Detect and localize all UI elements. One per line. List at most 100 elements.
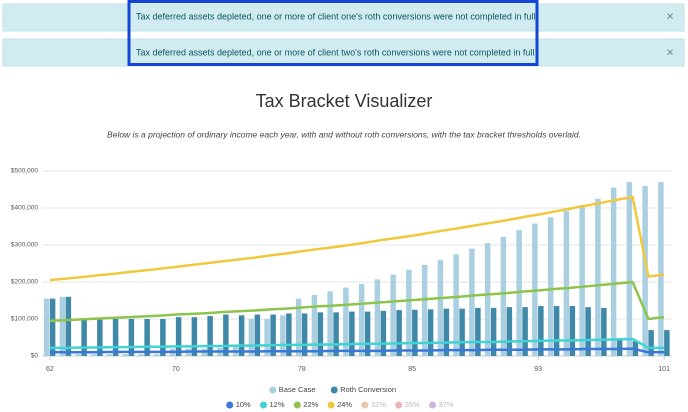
x-tick-label: 85	[408, 366, 416, 373]
bar	[349, 311, 355, 356]
bar	[286, 313, 292, 356]
bar	[484, 243, 491, 356]
bar	[160, 319, 166, 356]
legend-label: 22%	[303, 400, 318, 409]
bar	[364, 311, 371, 356]
bar	[390, 274, 396, 356]
bracket-line	[49, 337, 665, 350]
legend-item[interactable]: Base Case	[269, 385, 315, 394]
bar	[648, 330, 654, 356]
bar	[421, 264, 428, 356]
y-tick-label: $400,000	[11, 205, 38, 212]
bar	[579, 205, 585, 356]
legend-label: 10%	[236, 400, 251, 409]
alert-dismiss[interactable]: ×	[666, 8, 674, 23]
legend-item[interactable]: Roth Conversion	[330, 385, 396, 394]
bar	[343, 287, 349, 356]
alert-text: Tax deferred assets depleted, one or mor…	[136, 47, 534, 57]
bar	[238, 315, 245, 356]
bar	[327, 291, 333, 356]
y-tick-label: $300,000	[11, 242, 38, 249]
bar	[569, 306, 576, 356]
bar	[97, 319, 103, 356]
legend-item[interactable]: 24%	[327, 400, 353, 409]
legend-label: Base Case	[279, 385, 316, 394]
bar	[191, 317, 198, 356]
bar	[112, 319, 119, 356]
bar	[295, 298, 302, 356]
bar	[264, 319, 270, 356]
bar	[374, 279, 381, 356]
alert-text: Tax deferred assets depleted, one or mor…	[136, 11, 535, 21]
bar	[601, 307, 607, 356]
bar	[301, 313, 308, 356]
bar	[459, 308, 465, 356]
legend-swatch	[269, 386, 277, 394]
legend-swatch	[361, 401, 369, 409]
bar	[563, 210, 570, 356]
bar	[506, 307, 513, 356]
bar	[595, 198, 601, 356]
y-tick-label: $500,000	[11, 168, 38, 175]
alert-dismiss[interactable]: ×	[666, 44, 674, 59]
bar	[311, 294, 318, 356]
bar	[538, 306, 544, 356]
bar	[175, 317, 182, 356]
bar	[154, 354, 160, 356]
x-tick-label: 93	[534, 366, 542, 373]
bar	[122, 354, 129, 356]
chart-subtitle: Below is a projection of ordinary income…	[107, 129, 581, 139]
legend-swatch	[330, 386, 338, 394]
bar	[128, 319, 135, 356]
bar	[138, 354, 144, 356]
bar	[223, 314, 229, 356]
legend-label: 37%	[439, 400, 454, 409]
x-tick-label: 78	[298, 366, 306, 373]
bar	[280, 315, 286, 356]
legend-item[interactable]: 12%	[260, 400, 285, 409]
bar	[610, 187, 617, 356]
legend-item[interactable]: 37%	[429, 400, 454, 409]
bar	[59, 296, 66, 356]
bar	[490, 307, 497, 356]
legend-label: 32%	[371, 400, 386, 409]
legend-label: 24%	[337, 400, 352, 409]
bar	[144, 319, 150, 356]
bar	[658, 182, 664, 356]
legend-item[interactable]: 10%	[226, 400, 251, 409]
bar	[626, 182, 633, 356]
bracket-line	[49, 347, 665, 354]
bar	[333, 312, 339, 356]
legend-item[interactable]: 22%	[293, 400, 319, 409]
bracket-line	[49, 280, 665, 323]
bar	[65, 296, 72, 356]
bar	[106, 354, 113, 356]
legend-item[interactable]: 32%	[361, 400, 386, 409]
x-tick-label: 70	[172, 366, 180, 373]
bar	[469, 248, 475, 356]
bar	[248, 319, 255, 356]
y-tick-label: $0	[31, 353, 39, 360]
y-tick-label: $200,000	[11, 279, 38, 286]
bar	[547, 217, 554, 356]
legend-item[interactable]: 35%	[395, 400, 420, 409]
alert-box	[2, 3, 685, 32]
legend-swatch	[226, 401, 234, 409]
bar	[81, 319, 87, 356]
bar	[270, 314, 276, 356]
bar	[406, 269, 412, 356]
bar	[207, 316, 213, 356]
bar	[664, 330, 670, 356]
bar	[358, 283, 365, 356]
legend-swatch	[429, 401, 436, 409]
bar	[91, 354, 97, 356]
legend-swatch	[293, 401, 301, 409]
bar	[49, 298, 56, 356]
legend-label: 35%	[405, 400, 420, 409]
bar	[500, 236, 507, 356]
bar	[254, 314, 261, 356]
legend-label: 12%	[270, 400, 285, 409]
bar	[380, 310, 387, 356]
chart-title: Tax Bracket Visualizer	[256, 91, 433, 111]
